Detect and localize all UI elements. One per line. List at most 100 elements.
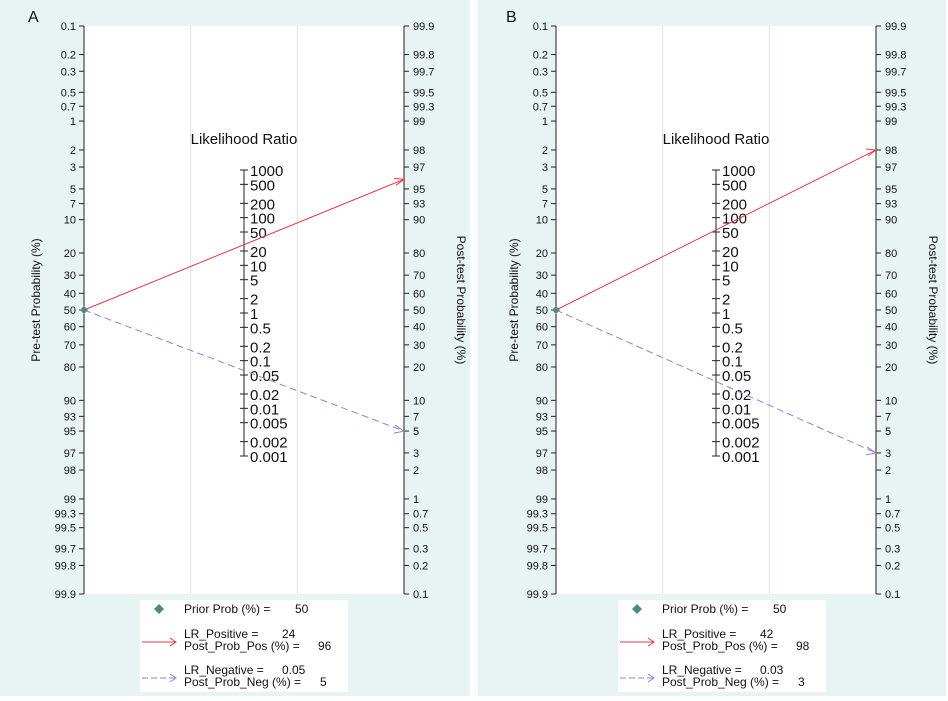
left-tick-label: 50 <box>64 305 76 317</box>
right-tick-label: 0.5 <box>885 523 900 535</box>
left-tick-label: 80 <box>64 362 76 374</box>
lr-negative-arrowhead <box>393 424 406 434</box>
right-tick-label: 0.1 <box>413 589 428 601</box>
lr-axis-title: Likelihood Ratio <box>191 131 298 148</box>
right-tick-label: 0.5 <box>413 523 428 535</box>
left-tick-label: 5 <box>70 184 76 196</box>
left-tick-label: 30 <box>64 270 76 282</box>
lr-tick-label: 1000 <box>250 163 283 180</box>
lr-positive-line <box>555 149 877 311</box>
lr-tick-label: 1 <box>250 306 258 323</box>
left-tick-label: 80 <box>536 362 548 374</box>
right-tick-label: 20 <box>885 362 897 374</box>
legend-post-negative-label: Post_Prob_Neg (%) = <box>662 675 779 689</box>
lr-tick-label: 200 <box>250 196 275 213</box>
lr-negative-line <box>555 309 877 454</box>
left-tick-label: 90 <box>64 395 76 407</box>
right-tick-label: 50 <box>885 305 897 317</box>
right-tick-label: 95 <box>885 184 897 196</box>
left-tick-label: 30 <box>536 270 548 282</box>
legend-positive-arrowhead <box>169 637 177 647</box>
lr-tick-label: 5 <box>722 273 730 290</box>
lr-tick-label: 1000 <box>722 163 755 180</box>
right-tick-label: 2 <box>413 465 419 477</box>
lr-tick-label: 10 <box>250 258 267 275</box>
right-tick-label: 97 <box>885 162 897 174</box>
left-tick-label: 99.9 <box>55 589 76 601</box>
right-tick-label: 2 <box>885 465 891 477</box>
left-tick-label: 93 <box>64 411 76 423</box>
right-tick-label: 90 <box>885 215 897 227</box>
legend-lr-negative-value: 0.03 <box>760 663 784 677</box>
lr-tick-label: 0.1 <box>250 354 271 371</box>
left-tick-label: 7 <box>70 199 76 211</box>
right-axis-title: Post-test Probability (%) <box>926 236 940 365</box>
right-axis-title: Post-test Probability (%) <box>454 236 468 365</box>
left-tick-label: 90 <box>536 395 548 407</box>
right-tick-label: 5 <box>885 426 891 438</box>
lr-tick-label: 2 <box>250 292 258 309</box>
right-tick-label: 50 <box>413 305 425 317</box>
right-tick-label: 90 <box>413 215 425 227</box>
lr-tick-label: 5 <box>250 273 258 290</box>
panel-label: A <box>28 9 39 26</box>
legend-negative-arrowhead <box>169 673 177 683</box>
lr-tick-label: 0.02 <box>250 387 279 404</box>
right-tick-label: 20 <box>413 362 425 374</box>
legend-positive-arrowhead <box>647 637 655 647</box>
left-tick-label: 20 <box>64 248 76 260</box>
left-tick-label: 99.8 <box>55 560 76 572</box>
legend-negative-arrowhead <box>647 673 655 683</box>
lr-tick-label: 0.5 <box>250 320 271 337</box>
left-tick-label: 1 <box>542 116 548 128</box>
right-tick-label: 60 <box>413 288 425 300</box>
legend-prior-marker <box>154 604 164 614</box>
legend-prior-value: 50 <box>773 602 787 616</box>
lr-tick-label: 0.01 <box>722 401 751 418</box>
left-tick-label: 99.8 <box>527 560 548 572</box>
lr-tick-label: 0.002 <box>250 435 288 452</box>
lr-tick-label: 0.2 <box>250 339 271 356</box>
right-tick-label: 0.7 <box>885 509 900 521</box>
left-tick-label: 99.9 <box>527 589 548 601</box>
left-tick-label: 60 <box>64 322 76 334</box>
right-tick-label: 99.8 <box>413 50 434 62</box>
left-tick-label: 5 <box>542 184 548 196</box>
left-tick-label: 60 <box>536 322 548 334</box>
right-tick-label: 99.9 <box>413 21 434 33</box>
left-tick-label: 10 <box>536 215 548 227</box>
left-tick-label: 3 <box>70 162 76 174</box>
legend-lr-negative-value: 0.05 <box>282 663 306 677</box>
left-tick-label: 99.7 <box>527 544 548 556</box>
lr-tick-label: 0.002 <box>722 435 760 452</box>
left-tick-label: 40 <box>536 288 548 300</box>
right-tick-label: 99.8 <box>885 50 906 62</box>
right-tick-label: 1 <box>413 494 419 506</box>
lr-negative-arrowhead <box>865 446 878 456</box>
right-tick-label: 5 <box>413 426 419 438</box>
lr-tick-label: 20 <box>250 244 267 261</box>
right-tick-label: 99 <box>885 116 897 128</box>
right-tick-label: 93 <box>413 199 425 211</box>
right-tick-label: 70 <box>885 270 897 282</box>
legend-lr-positive-value: 24 <box>282 627 296 641</box>
right-tick-label: 98 <box>413 145 425 157</box>
left-tick-label: 0.7 <box>61 101 76 113</box>
right-tick-label: 0.3 <box>885 544 900 556</box>
lr-positive-line <box>83 178 405 311</box>
lr-tick-label: 0.005 <box>250 416 288 433</box>
right-tick-label: 40 <box>885 322 897 334</box>
prior-prob-marker <box>80 306 88 314</box>
left-tick-label: 40 <box>64 288 76 300</box>
right-tick-label: 80 <box>413 248 425 260</box>
right-tick-label: 0.2 <box>885 560 900 572</box>
left-tick-label: 98 <box>536 465 548 477</box>
legend-prior-marker <box>632 604 642 614</box>
left-axis-title: Pre-test Probability (%) <box>29 238 43 361</box>
lr-tick-label: 50 <box>250 225 267 242</box>
nomogram-panel-a: A0.10.20.30.50.7123571020304050607080909… <box>0 0 470 696</box>
lr-tick-label: 0.5 <box>722 320 743 337</box>
right-tick-label: 7 <box>413 411 419 423</box>
right-tick-label: 99.9 <box>885 21 906 33</box>
right-tick-label: 95 <box>413 184 425 196</box>
